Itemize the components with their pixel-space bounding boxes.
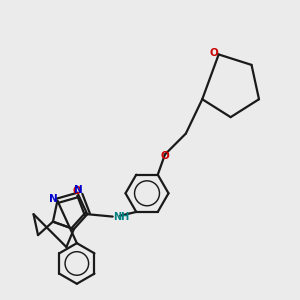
Text: N: N bbox=[74, 185, 83, 195]
Text: O: O bbox=[210, 48, 219, 58]
Text: NH: NH bbox=[113, 212, 130, 222]
Text: O: O bbox=[160, 151, 169, 161]
Text: N: N bbox=[49, 194, 57, 204]
Text: O: O bbox=[73, 186, 81, 196]
